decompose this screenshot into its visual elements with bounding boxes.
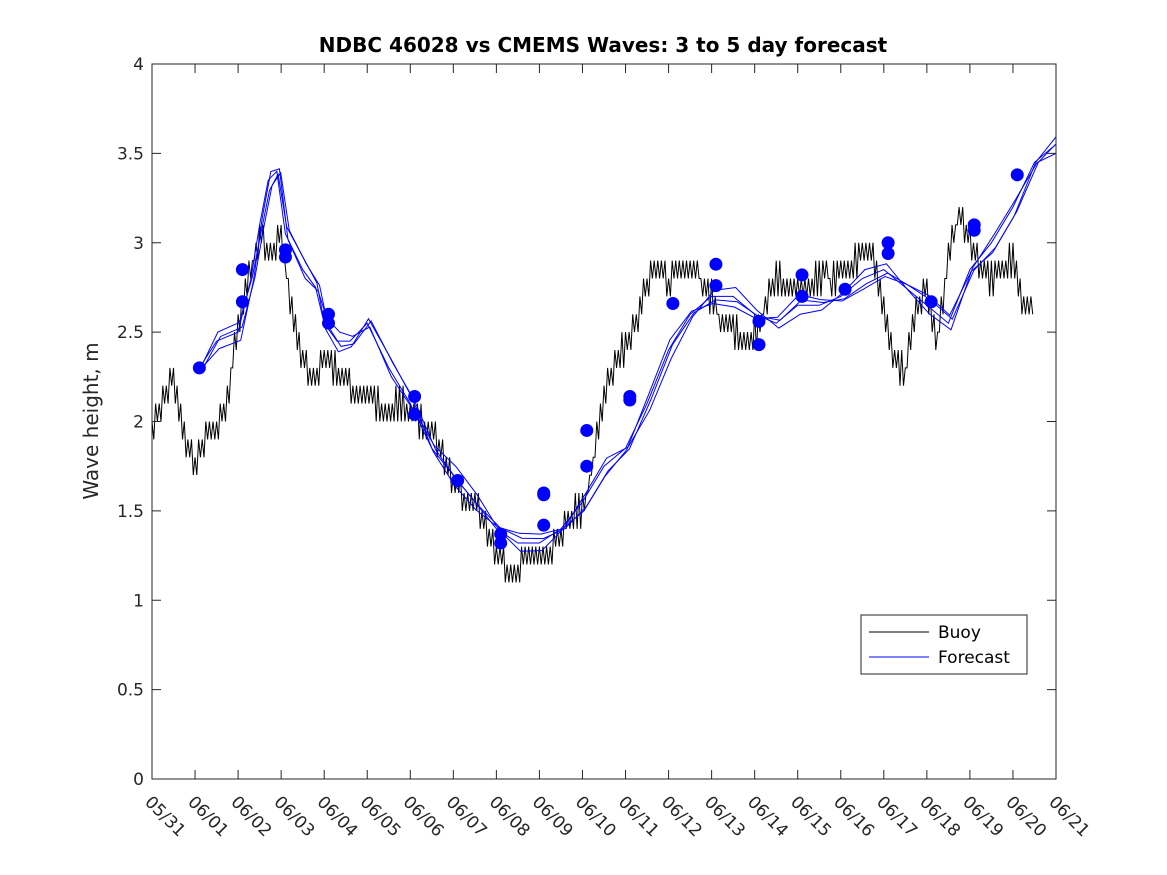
forecast-point [192, 361, 206, 375]
legend-buoy-label: Buoy [938, 623, 981, 643]
forecast-point [623, 393, 637, 407]
y-axis-label: Wave height, m [79, 342, 103, 499]
forecast-point [580, 423, 594, 437]
legend: Buoy Forecast [860, 614, 1028, 675]
y-tick-label: 0 [133, 770, 144, 790]
y-tick-label: 1.5 [117, 502, 144, 522]
forecast-point [451, 473, 465, 487]
forecast-point [278, 250, 292, 264]
forecast-point [709, 279, 723, 293]
y-tick-label: 2 [133, 413, 144, 433]
y-tick-label: 0.5 [117, 681, 144, 701]
forecast-point [709, 257, 723, 271]
forecast-point [881, 236, 895, 250]
forecast-point [752, 314, 766, 328]
forecast-series-line [202, 143, 1056, 540]
forecast-point [881, 246, 895, 260]
forecast-point [494, 536, 508, 550]
forecast-point [408, 407, 422, 421]
forecast-point [235, 295, 249, 309]
y-tick-label: 3.5 [117, 144, 144, 164]
y-tick-label: 2.5 [117, 323, 144, 343]
legend-box [860, 614, 1028, 675]
y-tick-label: 1 [133, 591, 144, 611]
forecast-point [795, 289, 809, 303]
forecast-point [321, 307, 335, 321]
legend-forecast-label: Forecast [938, 648, 1010, 668]
forecast-point [494, 527, 508, 541]
forecast-point [838, 282, 852, 296]
forecast-point [408, 389, 422, 403]
y-axis-ticks: 0 0.5 1 1.5 2 2.5 3 3.5 4 [117, 55, 1056, 790]
forecast-point [752, 338, 766, 352]
forecast-series-line [201, 152, 1056, 552]
forecast-point [924, 295, 938, 309]
forecast-point [795, 268, 809, 282]
forecast-point [967, 223, 981, 237]
forecast-point [235, 263, 249, 277]
forecast-point [321, 316, 335, 330]
forecast-point [537, 518, 551, 532]
forecast-point [537, 486, 551, 500]
forecast-point [666, 297, 680, 311]
plot-area [151, 63, 1057, 780]
forecast-point [1010, 168, 1024, 182]
chart-title: NDBC 46028 vs CMEMS Waves: 3 to 5 day fo… [319, 33, 888, 57]
y-tick-label: 4 [133, 55, 144, 75]
y-tick-label: 3 [133, 234, 144, 254]
forecast-point [580, 459, 594, 473]
